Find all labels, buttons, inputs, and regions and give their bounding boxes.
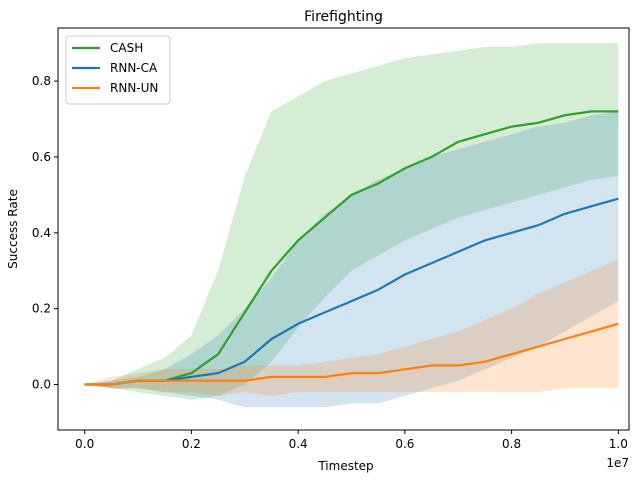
line-rnn-ca <box>84 197 619 386</box>
y-tick-label: 0.6 <box>32 150 51 164</box>
x-axis-offset-label: 1e7 <box>606 456 629 470</box>
band-rnn-ca <box>84 111 619 408</box>
legend-label-rnn-un: RNN-UN <box>110 81 158 95</box>
legend-label-cash: CASH <box>110 41 143 55</box>
line-rnn-un <box>84 322 619 386</box>
y-tick-label: 0.2 <box>32 302 51 316</box>
x-tick-label: 0.2 <box>182 437 201 451</box>
x-tick-label: 0.6 <box>395 437 414 451</box>
legend-label-rnn-ca: RNN-CA <box>110 61 158 75</box>
plot-frame <box>57 27 630 431</box>
x-axis-label: Timestep <box>317 459 373 473</box>
line-cash <box>84 110 619 386</box>
x-tick-label: 0.0 <box>75 437 94 451</box>
y-tick-label: 0.8 <box>32 74 51 88</box>
y-tick-label: 0.0 <box>32 377 51 391</box>
band-cash <box>84 43 619 400</box>
chart-title: Firefighting <box>304 9 383 25</box>
y-axis-ticks: 0.0 0.2 0.4 0.6 0.8 <box>32 74 58 391</box>
x-axis-ticks: 0.0 0.2 0.4 0.6 0.8 1.0 <box>75 430 628 451</box>
x-tick-label: 0.8 <box>502 437 521 451</box>
x-tick-label: 0.4 <box>289 437 308 451</box>
y-tick-label: 0.4 <box>32 226 51 240</box>
legend: CASH RNN-CA RNN-UN <box>65 35 171 105</box>
y-axis-label: Success Rate <box>6 189 20 269</box>
series-lines <box>84 110 619 386</box>
x-tick-label: 1.0 <box>609 437 628 451</box>
